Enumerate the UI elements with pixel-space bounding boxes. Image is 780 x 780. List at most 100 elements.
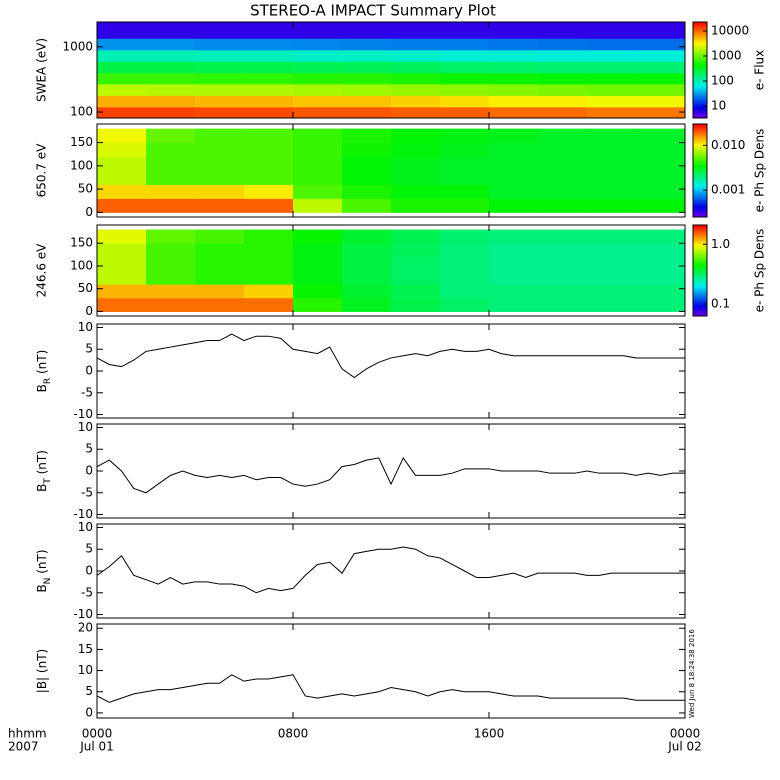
colorbar-segment	[693, 226, 707, 230]
y-tick-label: 50	[78, 281, 93, 295]
colorbar-segment	[693, 149, 707, 152]
spectrogram-cell	[97, 184, 147, 199]
colorbar-segment	[693, 54, 707, 57]
colorbar-segment	[693, 238, 707, 241]
colorbar-segment	[693, 108, 707, 111]
spectrogram-cell	[293, 229, 343, 244]
colorbar-tick-label: 10000	[711, 24, 749, 38]
y-axis-label: SWEA (eV)	[35, 38, 49, 102]
y-tick-label: 150	[70, 236, 93, 250]
spectrogram-cell	[391, 198, 441, 213]
spectrogram-cell	[146, 83, 196, 96]
spectrogram-cell	[195, 256, 245, 271]
spectrogram-cell	[97, 198, 147, 213]
spectrogram-cell	[244, 83, 294, 96]
colorbar-segment	[693, 236, 707, 239]
spectrogram-cell	[440, 142, 490, 158]
colorbar-segment	[693, 300, 707, 304]
colorbar-segment	[693, 276, 707, 279]
colorbar-segment	[693, 249, 707, 253]
y-axis-label-part: (nT)	[35, 450, 49, 478]
colorbar-segment	[693, 259, 707, 262]
colorbar-segment	[693, 205, 707, 208]
y-tick-label: 0	[85, 304, 93, 318]
spectrogram-cell	[391, 270, 441, 285]
spectrogram-cell	[195, 72, 245, 85]
colorbar-segment	[693, 230, 707, 234]
colorbar-segment	[693, 100, 707, 103]
colorbar-segment	[693, 203, 707, 206]
spectrogram-cell	[587, 297, 637, 312]
spectrogram-cell	[538, 229, 588, 244]
spectrogram-cell	[195, 83, 245, 96]
colorbar-segment	[693, 176, 707, 179]
spectrogram-cell	[440, 270, 490, 285]
y-tick-label: 0	[85, 205, 93, 219]
spectrogram-cell	[342, 38, 392, 51]
colorbar-label: e- Ph Sp Dens	[753, 129, 767, 213]
spectrogram-cell	[293, 22, 343, 39]
spectrogram-cell	[391, 95, 441, 108]
spectrogram-cell	[97, 284, 147, 299]
spectrogram-cell	[489, 61, 539, 74]
spectrogram-cell	[244, 142, 294, 158]
colorbar-segment	[693, 247, 707, 251]
spectrogram-cell	[440, 61, 490, 74]
spectrogram-cell	[636, 22, 686, 39]
colorbar-segment	[693, 72, 707, 75]
spectrogram-cell	[440, 49, 490, 62]
x-tick-label: 0000	[82, 727, 113, 741]
spectrogram-cell	[244, 156, 294, 171]
colorbar-segment	[693, 104, 707, 107]
spectrogram-cell	[489, 297, 539, 312]
colorbar-segment	[693, 289, 707, 292]
colorbar-segment	[693, 215, 707, 218]
panel-frame	[96, 323, 686, 419]
spectrogram-cell	[636, 38, 686, 51]
spectrogram-cell	[538, 95, 588, 108]
spectrogram-cell	[538, 243, 588, 258]
colorbar-segment	[693, 257, 707, 260]
spectrogram-cell	[293, 170, 343, 185]
colorbar-segment	[693, 178, 707, 181]
panel-frame	[96, 623, 686, 719]
colorbar-segment	[693, 266, 707, 270]
y-axis-label: 650.7 eV	[35, 143, 49, 198]
colorbar-tick-label: 0.001	[711, 183, 745, 197]
colorbar-segment	[693, 58, 707, 61]
spectrogram-cell	[146, 229, 196, 244]
spectrogram-cell	[587, 38, 637, 51]
y-tick-label: -5	[81, 585, 93, 599]
panel-frame	[96, 423, 686, 519]
spectrogram-cell	[244, 106, 294, 119]
spectrogram-cell	[636, 170, 686, 185]
spectrogram-cell	[391, 156, 441, 171]
y-tick-label: -10	[73, 607, 93, 621]
y-tick-label: 100	[70, 105, 93, 119]
spectrogram-cell	[538, 83, 588, 96]
spectrogram-cell	[587, 184, 637, 199]
colorbar-segment	[693, 92, 707, 95]
spectrogram-cell	[489, 229, 539, 244]
colorbar-segment	[693, 106, 707, 109]
colorbar-segment	[693, 191, 707, 195]
colorbar-segment	[693, 22, 707, 25]
spectrogram-cell	[489, 38, 539, 51]
spectrogram-cell	[97, 61, 147, 74]
colorbar-segment	[693, 243, 707, 247]
colorbar-segment	[693, 127, 707, 131]
spectrogram-cell	[293, 243, 343, 258]
colorbar-segment	[693, 193, 707, 197]
colorbar-segment	[693, 86, 707, 89]
y-axis-label: 246.6 eV	[35, 243, 49, 298]
spectrogram-cell	[489, 243, 539, 258]
spectrogram-cell	[244, 229, 294, 244]
spectrogram-cell	[195, 38, 245, 51]
spectrogram-cell	[195, 243, 245, 258]
colorbar-segment	[693, 201, 707, 204]
spectrogram-cell	[440, 22, 490, 39]
spectrogram-cell	[636, 61, 686, 74]
colorbar-segment	[693, 70, 707, 73]
spectrogram-cell	[538, 128, 588, 144]
colorbar-segment	[693, 98, 707, 101]
